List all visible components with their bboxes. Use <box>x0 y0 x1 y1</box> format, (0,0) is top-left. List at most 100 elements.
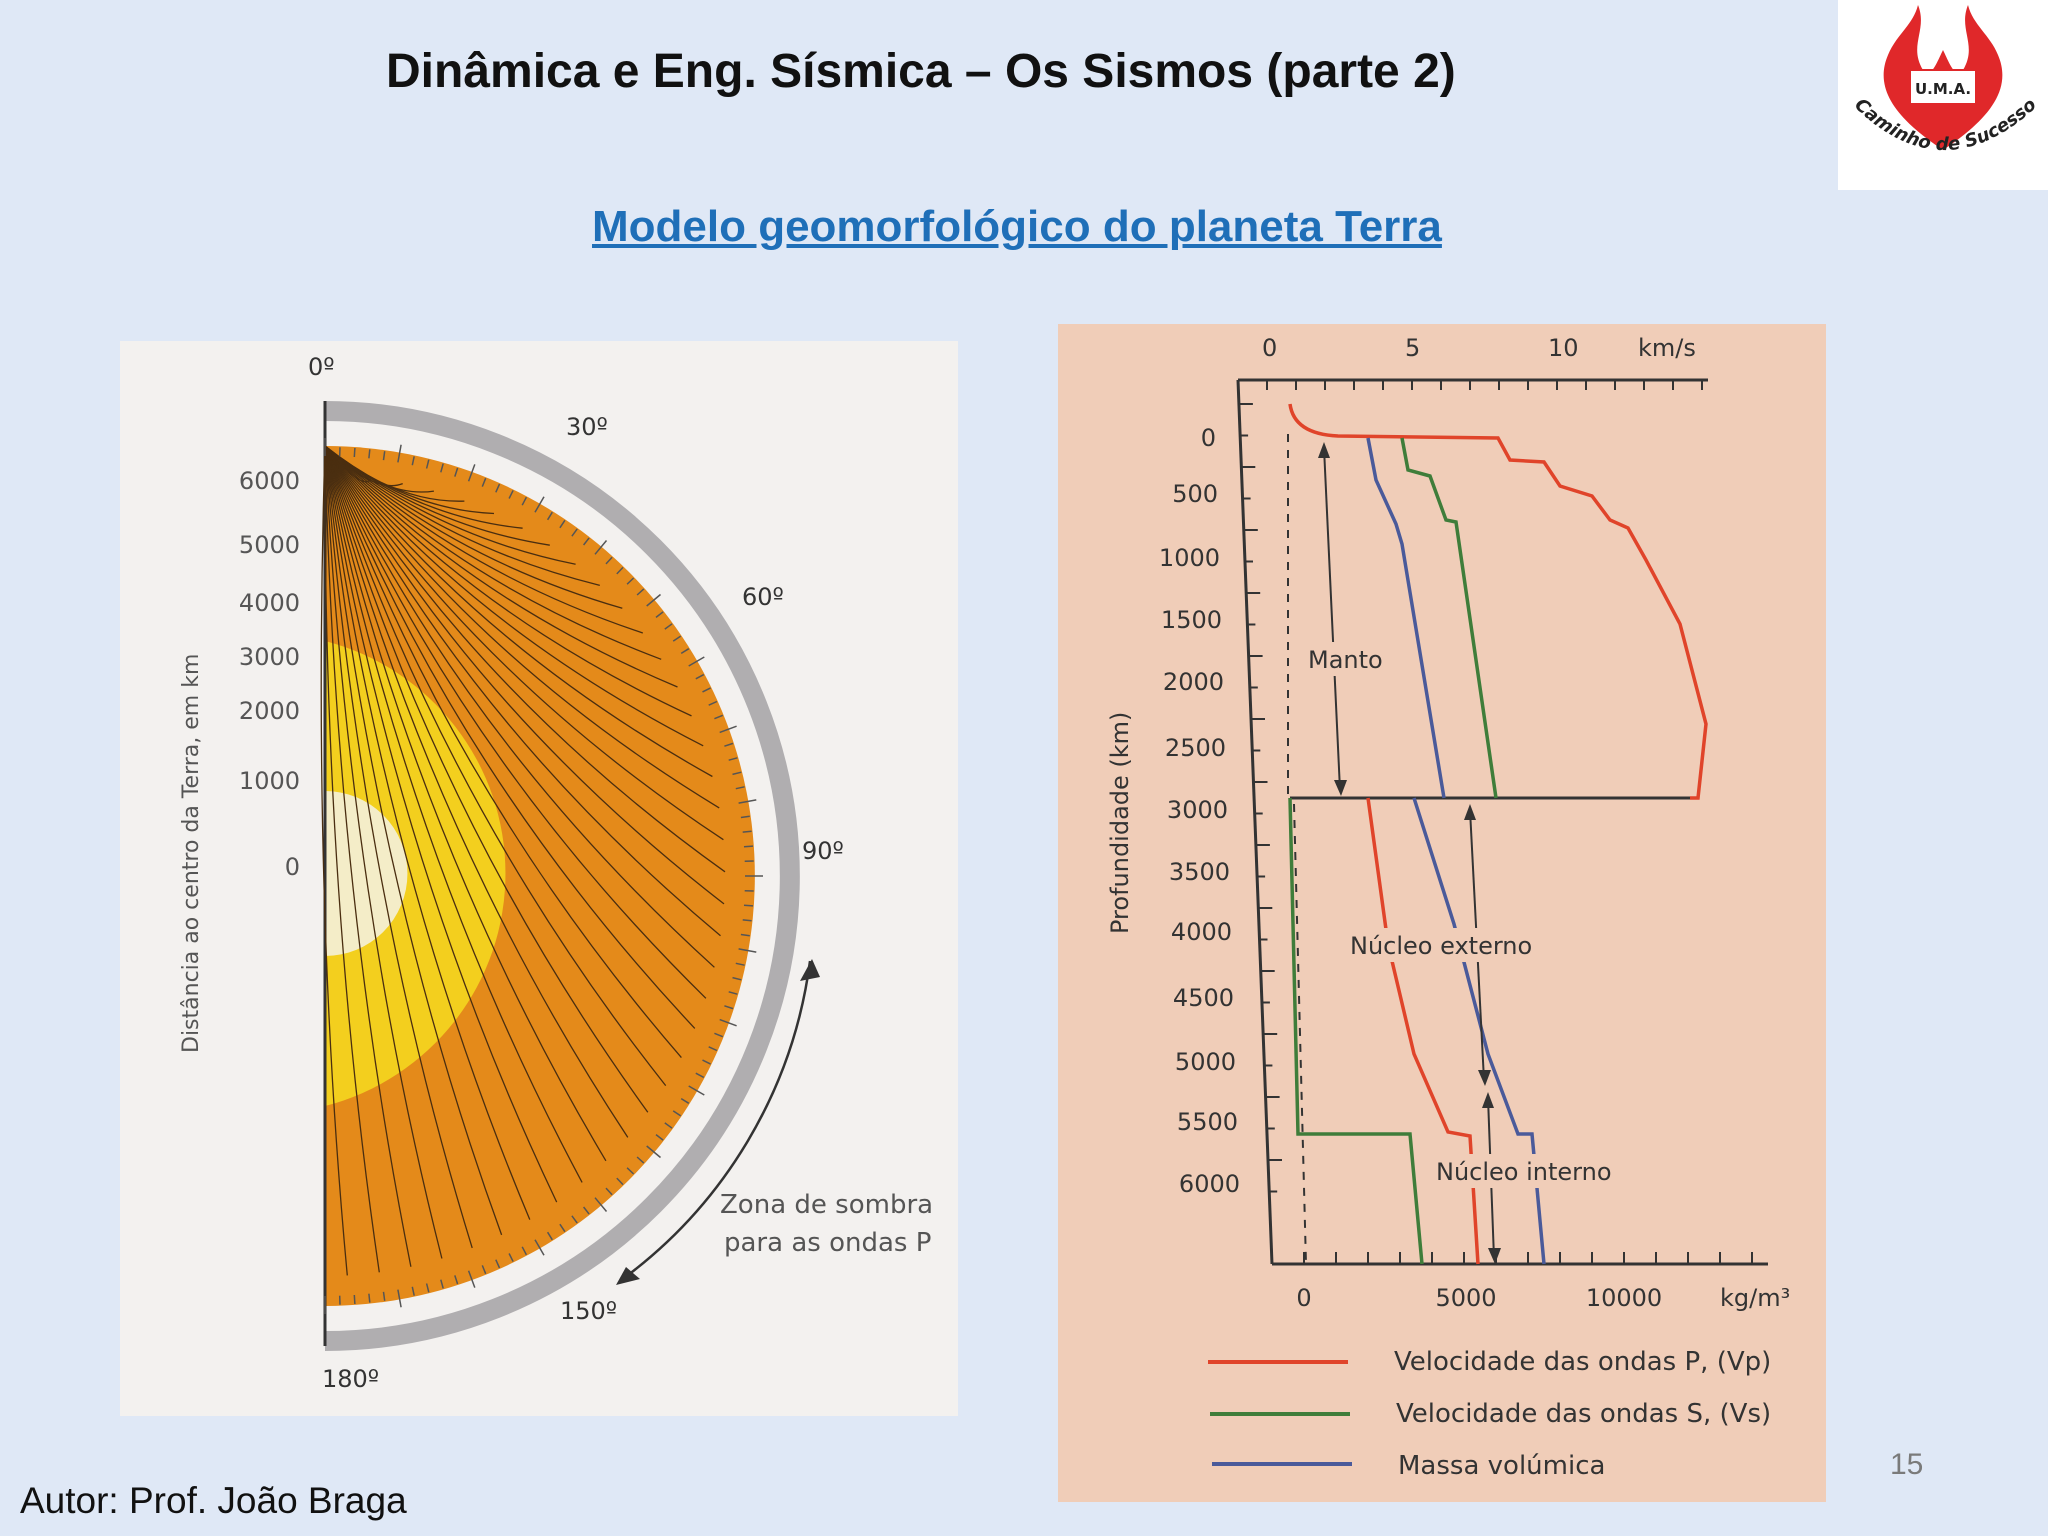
dashed-reference-lower <box>1293 803 1307 1265</box>
degree-tick <box>454 467 459 477</box>
depth-tick: 6000 <box>1179 1170 1240 1198</box>
shadow-zone-label-2: para as ondas P <box>724 1228 931 1258</box>
top-axis-tick: 10 <box>1548 334 1579 362</box>
degree-tick <box>382 1291 386 1301</box>
degree-tick <box>728 757 738 761</box>
arrow-head <box>1488 1248 1501 1264</box>
degree-tick <box>740 815 750 819</box>
distance-tick: 4000 <box>239 589 300 617</box>
degree-tick <box>605 556 613 565</box>
degree-tick <box>481 477 487 487</box>
label-backdrop <box>1346 928 1570 962</box>
top-axis-tick: 5 <box>1405 334 1420 362</box>
shadow-zone-label-1: Zona de sombra <box>720 1190 933 1220</box>
degree-tick <box>368 449 371 459</box>
degree-tick <box>411 456 415 466</box>
seismic-ray <box>324 445 696 1029</box>
degree-tick <box>646 593 661 607</box>
degree-tick <box>521 496 528 506</box>
degree-tick <box>655 611 664 618</box>
distance-tick: 1000 <box>239 767 300 795</box>
seismic-ray <box>324 445 707 999</box>
seismic-ray <box>324 445 662 660</box>
degree-tick <box>508 490 514 499</box>
seismic-ray <box>324 445 412 1267</box>
angle-label-90: 90º <box>802 837 844 865</box>
degree-tick <box>738 799 757 804</box>
seismic-ray <box>324 445 600 587</box>
bottom-axis-tick: 10000 <box>1586 1284 1662 1312</box>
depth-tick: 3500 <box>1169 858 1230 886</box>
depth-tick: 1500 <box>1161 606 1222 634</box>
degree-tick <box>368 1293 371 1303</box>
degree-tick <box>353 447 356 458</box>
logo-top-text: U.M.A. <box>1915 80 1971 98</box>
seismic-ray <box>324 445 704 747</box>
top-axis-tick: 0 <box>1262 334 1277 362</box>
depth-axis-label: Profundidade (km) <box>1106 712 1134 934</box>
distance-axis-label: Distância ao centro da Terra, em km <box>179 654 204 1053</box>
distance-tick: 0 <box>285 853 300 881</box>
degree-tick <box>688 1085 705 1096</box>
degree-tick <box>495 1259 501 1269</box>
seismic-ray <box>324 445 558 1203</box>
degree-tick <box>534 1239 545 1256</box>
degree-tick <box>353 1294 356 1305</box>
degree-scale-rim <box>324 401 800 1351</box>
degree-tick <box>495 483 501 493</box>
degree-tick <box>508 1253 514 1262</box>
shadow-zone-arc <box>619 960 812 1283</box>
degree-tick <box>636 1156 645 1164</box>
seismic-ray <box>324 445 380 1273</box>
mantle-layer <box>325 446 755 1306</box>
degree-tick <box>688 656 705 667</box>
distance-tick: 3000 <box>239 643 300 671</box>
depth-tick: 4000 <box>1171 918 1232 946</box>
degree-tick <box>583 537 590 546</box>
degree-tick <box>719 725 737 734</box>
shadow-zone-arrow-down <box>616 1267 640 1285</box>
degree-tick <box>732 976 742 981</box>
arrow-head <box>1478 1070 1491 1086</box>
p-wave-velocity-curve-core <box>1366 797 1480 1265</box>
degree-tick <box>594 1197 608 1212</box>
degree-tick <box>732 771 742 776</box>
slide-subtitle: Modelo geomorfológico do planeta Terra <box>592 202 1442 251</box>
seismic-ray <box>324 445 531 1220</box>
seismic-ray <box>324 445 443 1259</box>
degree-tick <box>702 687 711 693</box>
seismic-ray <box>324 445 692 717</box>
degree-tick <box>467 464 476 482</box>
degree-tick <box>571 1215 578 1224</box>
depth-tick: 2500 <box>1165 734 1226 762</box>
distance-tick: 6000 <box>239 467 300 495</box>
angle-label-60: 60º <box>742 583 784 611</box>
depth-tick: 0 <box>1201 424 1216 452</box>
degree-tick <box>440 463 444 473</box>
seismic-ray <box>320 445 348 1276</box>
degree-tick <box>454 1275 459 1285</box>
seismic-ray <box>324 445 715 968</box>
degree-tick <box>724 742 734 747</box>
density-curve-core <box>1412 797 1546 1265</box>
degree-tick <box>594 540 608 555</box>
top-axis-unit: km/s <box>1638 334 1696 362</box>
degree-tick <box>702 1059 711 1065</box>
shadow-zone-arrow-up <box>800 959 820 981</box>
angle-label-0: 0º <box>308 353 335 381</box>
depth-tick: 2000 <box>1163 668 1224 696</box>
depth-tick: 500 <box>1172 480 1218 508</box>
s-wave-velocity-curve-core <box>1288 797 1424 1265</box>
degree-tick <box>626 577 635 585</box>
arrow-head <box>1318 442 1330 458</box>
slide-title: Dinâmica e Eng. Sísmica – Os Sismos (par… <box>386 45 1456 98</box>
degree-tick <box>571 528 578 537</box>
region-label-inner-core: Núcleo interno <box>1436 1158 1612 1186</box>
arrow-head <box>1334 780 1347 796</box>
seismic-ray <box>324 445 682 1059</box>
arrow-head <box>1464 804 1476 820</box>
degree-tick <box>425 459 430 469</box>
degree-tick <box>740 933 750 937</box>
author-credit: Autor: Prof. João Braga <box>20 1480 407 1521</box>
degree-tick <box>724 1005 734 1010</box>
